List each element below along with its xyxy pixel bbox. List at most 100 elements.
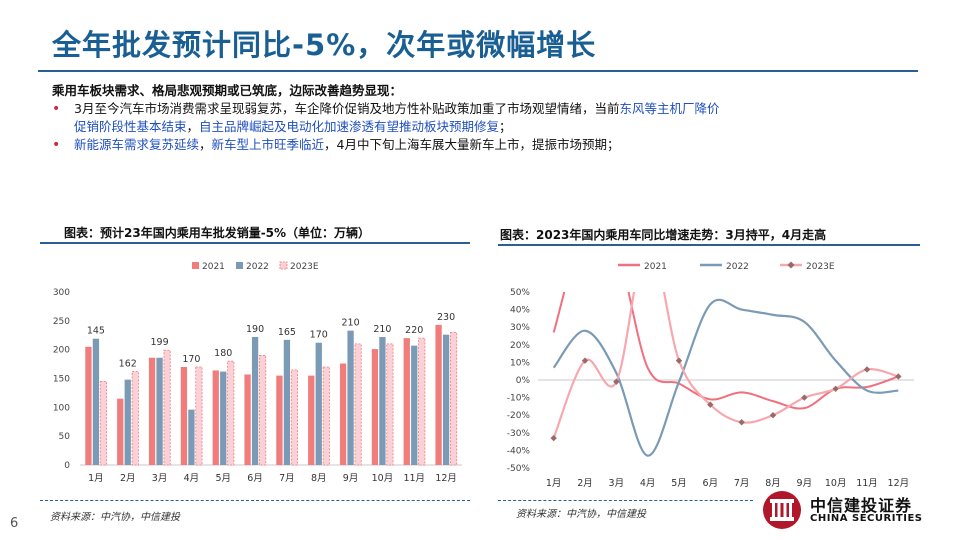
data-label: 230	[437, 312, 455, 323]
bar-chart: 2021 2022 2023E 0 50 100 150 200 250 300 145 1月 162 2…	[53, 261, 462, 484]
x-tick-label: 5月	[671, 478, 687, 489]
y-tick-label: 20%	[510, 341, 530, 351]
bullet-heading: 乘用车板块需求、格局悲观预期或已筑底，边际改善趋势显现：	[52, 83, 403, 98]
bullet-1-highlight-3: 自主品牌崛起及电动化加速渗透有望推动板块预期修复	[199, 119, 500, 134]
x-tick-label: 10月	[825, 478, 847, 489]
y-tick-label: 300	[53, 288, 70, 298]
bullet-2-text: ，4月中下旬上海车展大量新车上市，提振市场预期；	[324, 137, 620, 152]
bar-2023E	[450, 331, 458, 466]
bar-2021	[148, 357, 156, 465]
y-tick-label: -20%	[507, 411, 531, 421]
page-number: 6	[10, 516, 19, 531]
line-chart-source-rule	[498, 500, 753, 501]
data-point-2023E	[863, 366, 871, 373]
bullet-item-1-continued: 促销阶段性基本结束，自主品牌崛起及电动化加速渗透有望推动板块预期修复；	[52, 118, 912, 136]
y-tick-label: 50	[59, 432, 71, 442]
legend-label-2022: 2022	[726, 262, 749, 272]
bar-2023E	[131, 371, 139, 466]
data-label: 162	[119, 359, 137, 370]
bar-chart-source-rule	[40, 500, 470, 501]
data-label: 180	[214, 348, 232, 359]
y-tick-label: -30%	[507, 429, 531, 439]
data-point-2023E	[769, 412, 777, 419]
bullet-1-highlight: 东风等主机厂降价	[619, 101, 720, 116]
legend-label-2021: 2021	[644, 262, 667, 272]
company-logo: 中信建投证券 CHINA SECURITIES	[762, 490, 942, 530]
series-line-2021	[552, 292, 899, 410]
logo-text-en: CHINA SECURITIES	[810, 513, 923, 524]
data-label: 199	[151, 337, 169, 348]
bullet-2-highlight-2: 新车型上市旺季临近	[211, 137, 325, 152]
legend-label-2021: 2021	[202, 262, 225, 272]
bar-2021	[403, 338, 410, 465]
bar-2022	[92, 338, 100, 465]
bar-2023E	[163, 349, 171, 466]
data-label: 220	[405, 325, 423, 336]
data-point-2023E	[675, 357, 683, 364]
y-tick-label: 150	[53, 375, 70, 385]
bar-2021	[244, 374, 251, 465]
bar-2021	[371, 349, 379, 465]
x-tick-label: 3月	[609, 478, 625, 489]
bullet-dot-icon: •	[52, 101, 61, 117]
bar-2023E	[354, 343, 362, 466]
line-chart-source: 资料来源：中汽协，中信建投	[516, 509, 646, 520]
page-title: 全年批发预计同比-5%，次年或微幅增长	[52, 28, 597, 62]
bar-chart-source: 资料来源：中汽协，中信建投	[50, 512, 180, 523]
bar-2022	[315, 342, 322, 465]
bar-chart-title-rule	[40, 242, 470, 244]
x-tick-label: 12月	[435, 473, 457, 484]
y-tick-label: 50%	[510, 288, 530, 298]
y-tick-label: -50%	[507, 464, 531, 474]
bar-2023E	[259, 355, 267, 466]
y-tick-label: 250	[53, 317, 70, 327]
x-tick-label: 5月	[215, 473, 231, 484]
bar-2022	[347, 330, 354, 465]
data-label: 170	[310, 330, 328, 341]
data-label: 210	[373, 324, 391, 335]
bar-2023E	[322, 366, 330, 466]
bar-2021	[339, 363, 347, 465]
data-label: 210	[342, 318, 360, 329]
x-tick-label: 11月	[403, 473, 425, 484]
x-tick-label: 8月	[765, 478, 781, 489]
x-tick-label: 11月	[856, 478, 878, 489]
data-point-2023E	[738, 419, 745, 426]
title-divider	[38, 70, 918, 72]
series-line-2022	[552, 298, 899, 457]
x-tick-label: 7月	[279, 473, 295, 484]
y-tick-label: 0	[64, 461, 70, 471]
y-tick-label: 30%	[510, 323, 530, 333]
data-label: 165	[278, 327, 296, 338]
bar-2022	[283, 339, 291, 465]
bar-2021	[85, 346, 92, 465]
bar-2022	[411, 345, 418, 465]
x-tick-label: 7月	[734, 478, 750, 489]
legend-swatch-2022	[236, 262, 243, 269]
legend-label-2023E: 2023E	[290, 262, 319, 272]
x-tick-label: 1月	[88, 473, 104, 484]
x-tick-label: 12月	[888, 478, 910, 489]
legend-swatch-2023E	[279, 261, 288, 270]
bar-2022	[156, 357, 163, 465]
bar-2021	[180, 366, 188, 465]
x-tick-label: 6月	[247, 473, 263, 484]
bar-2022	[442, 334, 450, 465]
line-chart-title-rule	[498, 244, 920, 246]
x-tick-label: 2月	[577, 478, 593, 489]
bullet-section: 乘用车板块需求、格局悲观预期或已筑底，边际改善趋势显现： • 3月至今汽车市场消…	[52, 82, 912, 154]
bullet-2-highlight: 新能源车需求复苏延续	[74, 137, 200, 152]
logo-text-cn: 中信建投证券	[810, 496, 913, 515]
legend-swatch-2021	[192, 262, 199, 269]
line-chart-title: 图表：2023年国内乘用车同比增速走势：3月持平，4月走高	[500, 228, 827, 242]
bar-chart-title: 图表：预计23年国内乘用车批发销量-5%（单位：万辆）	[64, 226, 371, 240]
x-tick-label: 4月	[640, 478, 656, 489]
data-label: 190	[246, 324, 264, 335]
bullet-item-1: • 3月至今汽车市场消费需求呈现弱复苏，车企降价促销及地方性补贴政策加重了市场观…	[52, 100, 912, 118]
x-tick-label: 3月	[152, 473, 168, 484]
data-point-2023E	[581, 357, 589, 364]
bullet-1-highlight-2: 促销阶段性基本结束	[74, 119, 187, 134]
bar-2023E	[386, 343, 394, 466]
logo-emblem-icon	[763, 491, 801, 529]
x-tick-label: 10月	[372, 473, 394, 484]
